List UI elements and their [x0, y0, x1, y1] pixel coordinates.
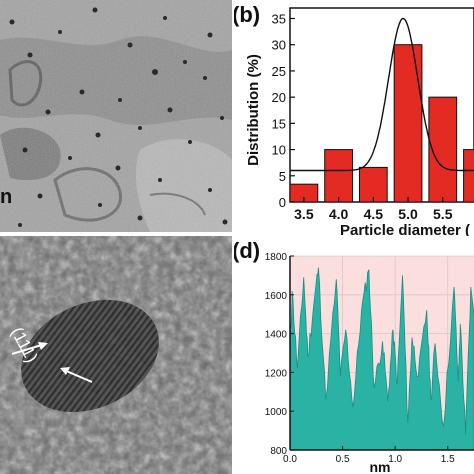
y-tick-label: 0 — [279, 195, 286, 210]
y-tick-label: 10 — [272, 143, 286, 158]
y-tick-label: 1200 — [265, 368, 288, 379]
scale-bar-label-fragment: n — [0, 186, 13, 208]
y-tick-label: 1000 — [265, 407, 288, 418]
tem-image-panel-a: n — [0, 0, 232, 232]
y-tick-label: 30 — [272, 38, 286, 53]
x-tick-label: 0.0 — [283, 454, 297, 465]
panel-label-b: (b) — [234, 2, 260, 27]
hrtem-image-panel-c — [0, 236, 232, 474]
tem-micrograph-graphic — [0, 0, 232, 232]
y-tick-label: 800 — [270, 446, 287, 457]
y-tick-label: 15 — [272, 116, 286, 131]
x-axis-label-b: Particle diameter ( — [340, 222, 470, 236]
y-tick-label: 5 — [279, 169, 286, 184]
particle-size-histogram: 0 5 10 15 20 25 30 35 3.5 4.0 4.5 5.0 5.5 Distribut… — [234, 2, 474, 236]
x-tick-label: 5.5 — [433, 206, 453, 222]
x-tick-label: 0.5 — [336, 454, 350, 465]
y-tick-label: 20 — [272, 90, 286, 105]
x-tick-label: 5.0 — [398, 206, 418, 222]
x-axis-label-d: nm — [370, 459, 391, 474]
x-tick-label: 3.5 — [294, 206, 314, 222]
y-axis-label-b: Distribution (%) — [245, 54, 262, 166]
histogram-bar — [393, 44, 423, 203]
histogram-bar — [463, 149, 474, 203]
y-tick-label: 1600 — [265, 291, 288, 302]
histogram-bar — [358, 166, 388, 203]
histogram-bar — [324, 149, 353, 203]
y-tick-label: 1400 — [265, 330, 288, 341]
x-tick-label: 1.0 — [388, 454, 402, 465]
gaussian-fit-curve — [290, 17, 474, 172]
x-tick-label: 4.5 — [364, 206, 384, 222]
hrtem-lattice-graphic — [0, 236, 232, 474]
panel-label-d: (d) — [234, 238, 260, 263]
histogram-bar — [428, 96, 458, 203]
intensity-profile-area — [289, 267, 474, 451]
y-tick-label: 35 — [272, 11, 286, 26]
x-tick-label: 4.0 — [329, 206, 349, 222]
y-tick-label: 25 — [272, 64, 286, 79]
y-tick-label: 1800 — [265, 252, 288, 263]
x-tick-label: 1.5 — [441, 454, 455, 465]
